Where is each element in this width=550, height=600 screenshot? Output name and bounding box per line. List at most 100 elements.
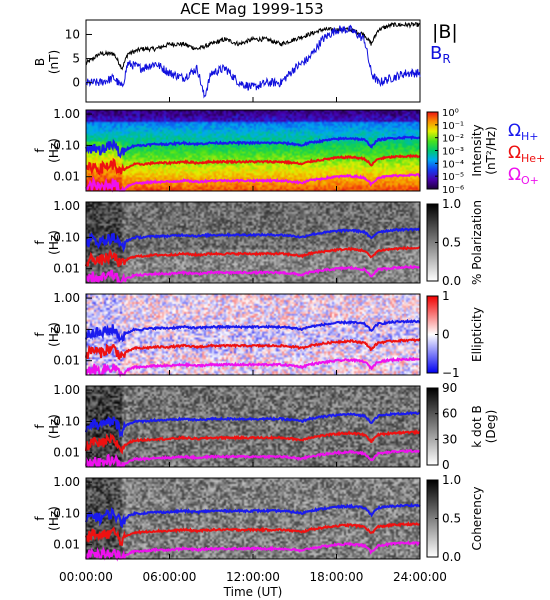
cbar-tick-label-pol-1: 0.5 [442, 236, 461, 250]
trace-he-plus-pol [85, 245, 421, 268]
ytick-label-intensity-1: 0.10 [53, 138, 80, 152]
cbar-label-pol: % Polarization [470, 200, 484, 285]
cbar-tick-label-intensity-6: 10⁻⁶ [442, 185, 464, 196]
x-tick-0: 00:00:00 [59, 570, 113, 584]
ytick-label-ell-2: 0.01 [53, 354, 80, 368]
ytick-label-kdb-2: 0.01 [53, 446, 80, 460]
cbar-tick-label-kdb-0: 90 [442, 381, 457, 395]
ylabel-kdb: f [33, 424, 47, 429]
trace-o-plus-kdb [85, 448, 421, 468]
cbar-unit-intensity: (nT²/Hz) [484, 126, 498, 174]
ylabel-ell: f [33, 332, 47, 337]
cbar-tick-label-coh-1: 0.5 [442, 512, 461, 526]
cbar-tick-label-kdb-1: 60 [442, 407, 457, 421]
cbar-tick-label-kdb-2: 30 [442, 432, 457, 446]
ylabel-pol: f [33, 240, 47, 245]
trace-he-plus-kdb [85, 429, 421, 455]
legend-br-sub: R [442, 52, 450, 66]
spectrogram-pol [86, 202, 420, 283]
trace-o-plus-ell [85, 356, 420, 378]
legend-abs-b: |B| [432, 21, 458, 43]
cbar-unit-kdb: (Deg) [484, 410, 498, 444]
cbar-tick-label-ell-1: 0 [442, 328, 450, 342]
legend-omega-h-sub: H+ [521, 130, 539, 143]
cbar-tick-label-intensity-4: 10⁻⁴ [442, 159, 464, 170]
ylabel-unit-ell: (Hz) [47, 322, 61, 347]
cbar-tick-label-pol-0: 1.0 [442, 197, 461, 211]
ylabel-unit-coh: (Hz) [47, 506, 61, 531]
b-ytick-label-2: 0 [72, 76, 80, 90]
ylabel-unit-intensity: (Hz) [47, 138, 61, 163]
ytick-label-kdb-1: 0.10 [53, 414, 80, 428]
x-tick-1: 06:00:00 [143, 570, 197, 584]
cbar-label-kdb: k dot B [470, 405, 484, 447]
cbar-tick-label-intensity-0: 10⁰ [442, 108, 459, 119]
panel-b-frame [85, 19, 421, 103]
legend-omega-he-sub: He+ [521, 152, 545, 165]
ytick-label-coh-0: 1.00 [53, 475, 80, 489]
ytick-label-coh-1: 0.10 [53, 506, 80, 520]
legend-omega-o-sub: O+ [521, 174, 539, 187]
ylabel-unit-pol: (Hz) [47, 230, 61, 255]
ylabel-coh: f [33, 516, 47, 521]
cbar-tick-label-intensity-3: 10⁻³ [442, 147, 464, 158]
legend-omega-he-sym: Ω [508, 143, 521, 163]
b-ylabel: B [33, 58, 47, 66]
legend-omega-h-sym: Ω [508, 121, 521, 141]
ytick-label-pol-0: 1.00 [53, 199, 80, 213]
cbar-tick-label-pol-2: 0.0 [442, 274, 461, 288]
ytick-label-intensity-0: 1.00 [53, 107, 80, 121]
legend-omega-o-sym: Ω [508, 165, 521, 185]
ytick-label-pol-1: 0.10 [53, 230, 80, 244]
x-tick-2: 12:00:00 [226, 570, 280, 584]
legend-omega-h: ΩH+ [508, 121, 539, 143]
cbar-tick-label-intensity-1: 10⁻¹ [442, 121, 464, 132]
cbar-label-intensity: Intensity [470, 124, 484, 176]
ylabel-unit-kdb: (Hz) [47, 414, 61, 439]
cbar-tick-label-coh-2: 0.0 [442, 550, 461, 564]
trace-h-plus-ell [85, 318, 420, 343]
legend-br-main: B [430, 43, 442, 64]
cbar-tick-label-intensity-5: 10⁻⁵ [442, 172, 464, 183]
trace-he-plus-coh [85, 521, 420, 546]
colorbar-kdb [426, 387, 439, 466]
trace-h-plus-coh [85, 502, 421, 529]
cbar-tick-label-intensity-2: 10⁻² [442, 134, 464, 145]
series-line-br [85, 24, 421, 99]
ytick-label-intensity-2: 0.01 [53, 170, 80, 184]
trace-he-plus-intensity [85, 153, 421, 176]
trace-h-plus-kdb [85, 411, 421, 438]
b-ytick-label-1: 5 [72, 52, 80, 66]
panel-pol: 1.00 0.10 0.01 f (Hz) 1.0 0.5 0.0 % Polarization [33, 197, 484, 288]
ylabel-intensity: f [33, 148, 47, 153]
b-ytick-label-0: 10 [65, 27, 80, 41]
x-axis-label: Time (UT) [223, 585, 283, 599]
spectrogram-intensity [86, 110, 420, 191]
cbar-tick-label-coh-0: 1.0 [442, 473, 461, 487]
cyclotron-legend: ΩH+ ΩHe+ ΩO+ [508, 121, 545, 187]
b-ylabel-unit: (nT) [47, 50, 61, 74]
ytick-label-ell-0: 1.00 [53, 291, 80, 305]
trace-h-plus-pol [85, 227, 421, 253]
legend-br: BR [430, 43, 451, 66]
cbar-tick-label-ell-2: −1 [442, 366, 460, 380]
trace-o-plus-coh [85, 540, 421, 562]
cbar-label-ell: Ellipticity [470, 307, 484, 362]
cbar-label-coh: Coherency [470, 486, 484, 550]
spectrogram-kdb [86, 386, 420, 467]
panel-intensity: 1.00 0.10 0.01 f (Hz) 10⁰ 10⁻¹ 10⁻² 10⁻³10⁻⁴ 10⁻⁵… [33, 107, 498, 196]
panel-ell: 1.00 0.10 0.01 f (Hz) 1 0 −1 Ellipticity [33, 289, 484, 380]
panel-kdb: 1.00 0.10 0.01 f (Hz) 90 60 30 0 k dot B (Deg) [33, 381, 498, 472]
trace-he-plus-ell [85, 338, 421, 361]
trace-o-plus-intensity [85, 173, 421, 193]
chart-title: ACE Mag 1999-153 [180, 0, 323, 18]
ytick-label-pol-2: 0.01 [53, 262, 80, 276]
x-tick-3: 18:00:00 [310, 570, 364, 584]
legend-omega-he: ΩHe+ [508, 143, 545, 165]
cbar-tick-label-ell-0: 1 [442, 289, 450, 303]
legend-omega-o: ΩO+ [508, 165, 539, 187]
trace-h-plus-intensity [85, 135, 421, 159]
ytick-label-coh-2: 0.01 [53, 538, 80, 552]
